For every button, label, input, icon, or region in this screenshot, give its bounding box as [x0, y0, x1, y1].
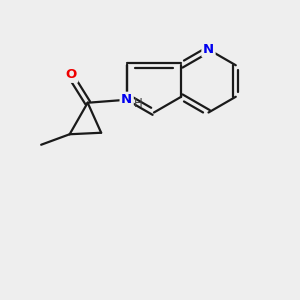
- Text: H: H: [134, 97, 142, 110]
- Text: N: N: [121, 93, 132, 106]
- Text: O: O: [65, 68, 77, 81]
- Text: N: N: [203, 43, 214, 56]
